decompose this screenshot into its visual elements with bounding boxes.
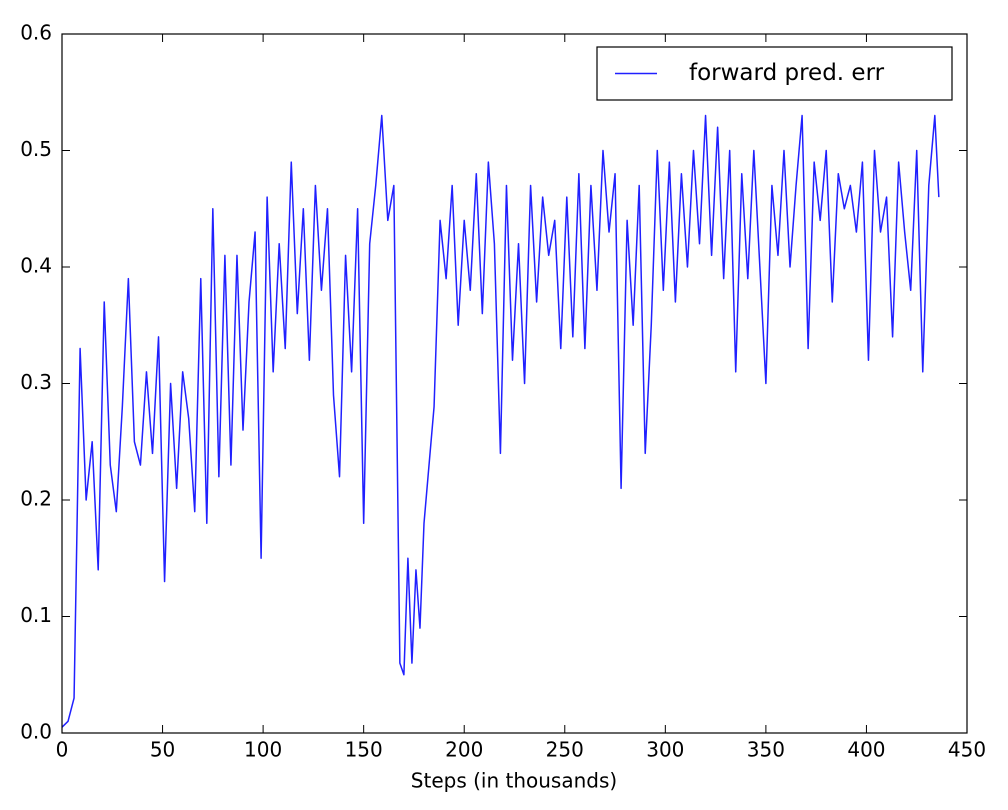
x-tick-label: 50 — [150, 738, 175, 762]
x-tick-label: 200 — [445, 738, 483, 762]
y-tick-label: 0.1 — [20, 603, 52, 627]
x-tick-label: 400 — [847, 738, 885, 762]
x-tick-label: 100 — [244, 738, 282, 762]
x-tick-label: 450 — [948, 738, 986, 762]
x-tick-label: 250 — [546, 738, 584, 762]
x-tick-label: 150 — [345, 738, 383, 762]
x-tick-label: 300 — [646, 738, 684, 762]
x-tick-label: 0 — [56, 738, 69, 762]
x-tick-label: 350 — [747, 738, 785, 762]
y-tick-label: 0.6 — [20, 21, 52, 45]
plot-frame — [61, 33, 968, 734]
y-tick-label: 0.3 — [20, 370, 52, 394]
legend-box — [596, 46, 953, 101]
data-line — [61, 114, 940, 728]
x-axis-label: Steps (in thousands) — [411, 769, 617, 793]
y-tick-label: 0.2 — [20, 487, 52, 511]
y-tick-label: 0.4 — [20, 254, 52, 278]
y-tick-label: 0.0 — [20, 720, 52, 744]
legend-label: forward pred. err — [689, 60, 885, 86]
y-tick-label: 0.5 — [20, 137, 52, 161]
